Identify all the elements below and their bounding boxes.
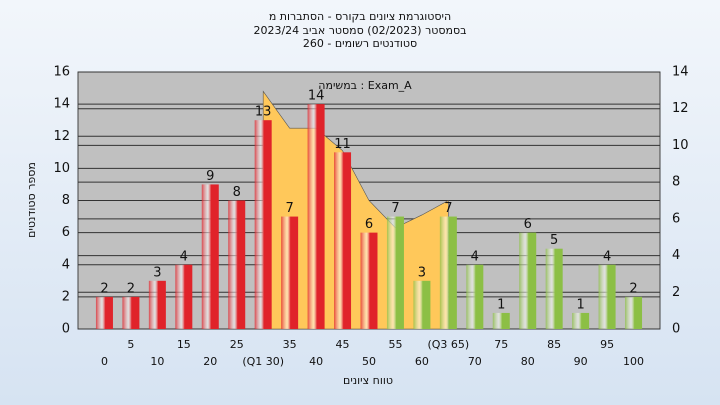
bar — [492, 312, 510, 329]
bar — [95, 296, 113, 329]
bar — [122, 296, 140, 329]
value-label: 3 — [153, 265, 161, 280]
x-tick-label: 60 — [415, 355, 429, 368]
y2-tick-label: 0 — [672, 322, 680, 337]
x-tick-label: 80 — [521, 355, 535, 368]
value-label: 13 — [255, 105, 272, 120]
y-tick-label: 16 — [53, 65, 70, 80]
bar — [334, 152, 352, 329]
x-tick-label: 75 — [494, 338, 508, 351]
bar — [386, 216, 404, 329]
x-tick-label: 15 — [177, 338, 191, 351]
y-tick-label: 2 — [62, 289, 70, 304]
value-label: 7 — [391, 201, 399, 216]
x-tick-label: 10 — [150, 355, 164, 368]
bar — [466, 264, 484, 329]
x-tick-label: 5 — [127, 338, 134, 351]
value-label: 2 — [629, 281, 637, 296]
bar — [439, 216, 457, 329]
bar — [572, 312, 590, 329]
bar — [545, 248, 563, 329]
bar — [175, 264, 193, 329]
y-tick-label: 8 — [62, 193, 70, 208]
x-tick-label: 85 — [547, 338, 561, 351]
bar — [254, 120, 272, 329]
y2-tick-label: 14 — [672, 65, 689, 80]
x-tick-label: 100 — [623, 355, 644, 368]
y-tick-label: 14 — [53, 97, 70, 112]
y-tick-label: 0 — [62, 322, 70, 337]
value-label: 2 — [127, 281, 135, 296]
value-label: 9 — [206, 169, 214, 184]
bar — [201, 184, 219, 329]
x-tick-label: 95 — [600, 338, 614, 351]
x-tick-label: 40 — [309, 355, 323, 368]
value-label: 4 — [471, 249, 479, 264]
x-tick-label: (Q3 65) — [427, 338, 469, 351]
value-label: 8 — [233, 185, 241, 200]
y2-tick-label: 8 — [672, 175, 680, 190]
bar — [598, 264, 616, 329]
bar — [360, 232, 378, 329]
y-axis-label: מספר סטודנטים — [25, 162, 38, 238]
value-label: 5 — [550, 233, 558, 248]
x-axis-label: טווח ציונים — [343, 374, 393, 387]
value-label: 11 — [334, 137, 351, 152]
bar — [625, 296, 643, 329]
value-label: 6 — [524, 217, 532, 232]
value-label: 14 — [308, 89, 325, 104]
x-tick-label: (Q1 30) — [242, 355, 284, 368]
y-tick-label: 6 — [62, 225, 70, 240]
y-tick-label: 10 — [53, 161, 70, 176]
chart-title: היסטוגרמת ציונים בקורס - הסתברות מ — [269, 10, 451, 23]
y-tick-label: 12 — [53, 129, 70, 144]
bar — [148, 280, 166, 329]
bar — [413, 280, 431, 329]
x-tick-label: 70 — [468, 355, 482, 368]
annotation: במשימה : Exam_A — [318, 79, 412, 92]
value-label: 7 — [444, 201, 452, 216]
bar — [307, 104, 325, 329]
x-tick-label: 35 — [283, 338, 297, 351]
y2-tick-label: 2 — [672, 285, 680, 300]
y-tick-label: 4 — [62, 257, 70, 272]
value-label: 7 — [285, 201, 293, 216]
value-label: 1 — [576, 297, 584, 312]
value-label: 3 — [418, 265, 426, 280]
y2-tick-label: 12 — [672, 101, 689, 116]
y2-tick-label: 10 — [672, 138, 689, 153]
y2-tick-label: 4 — [672, 248, 680, 263]
y2-tick-label: 6 — [672, 211, 680, 226]
chart-subtitle: סטודנטים רשומים - 260 — [303, 37, 417, 50]
x-tick-label: 55 — [388, 338, 402, 351]
value-label: 1 — [497, 297, 505, 312]
x-tick-label: 25 — [230, 338, 244, 351]
x-tick-label: 90 — [574, 355, 588, 368]
chart-subtitle: בסמסטר (02/2023) סמסטר אביב 2023/24 — [253, 24, 466, 37]
value-label: 6 — [365, 217, 373, 232]
x-tick-label: 20 — [203, 355, 217, 368]
value-label: 2 — [100, 281, 108, 296]
x-tick-label: 45 — [336, 338, 350, 351]
bar — [519, 232, 537, 329]
x-tick-label: 50 — [362, 355, 376, 368]
x-tick-label: 0 — [101, 355, 108, 368]
value-label: 4 — [180, 249, 188, 264]
bar — [281, 216, 299, 329]
value-label: 4 — [603, 249, 611, 264]
bar — [228, 200, 246, 329]
